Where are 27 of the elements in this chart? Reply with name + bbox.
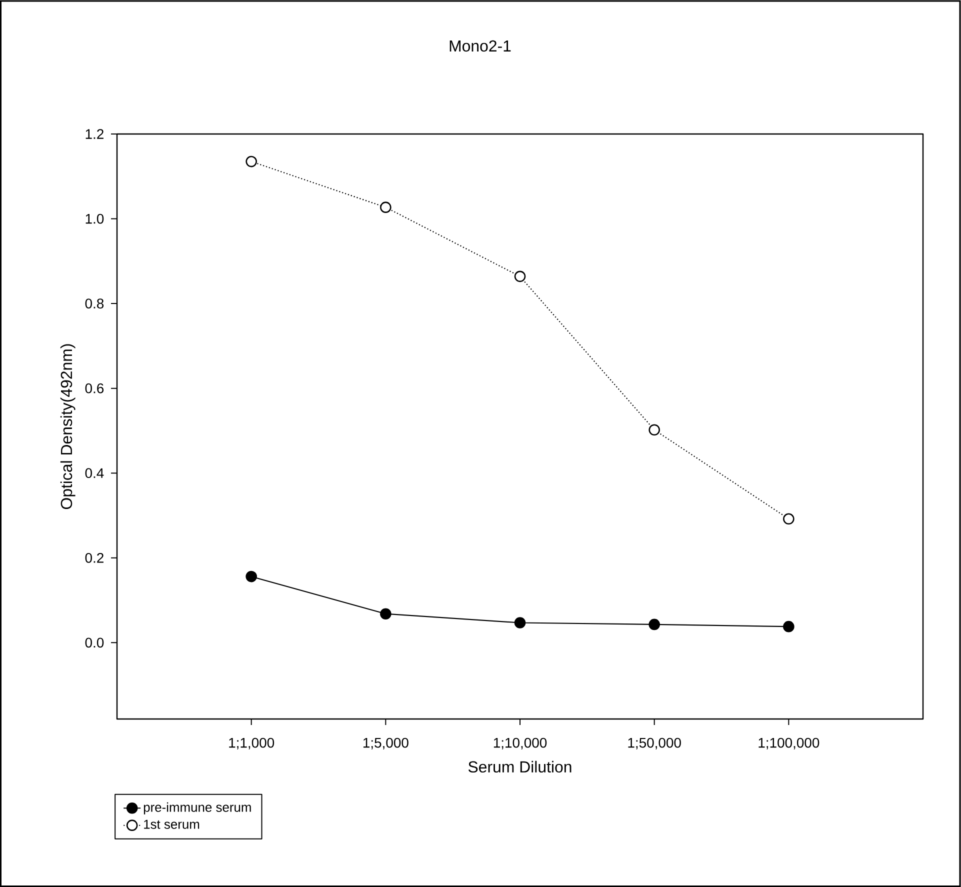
point <box>514 617 526 628</box>
y-tick-label: 0.6 <box>85 383 104 394</box>
point <box>648 618 660 630</box>
legend-label: 1st serum <box>144 820 200 829</box>
point <box>380 608 392 620</box>
point <box>380 202 392 213</box>
y-tick-label: 1.0 <box>86 214 104 224</box>
y-axis-title: Optical Density(492nm) <box>60 344 76 510</box>
y-tick-label: 0.8 <box>85 298 104 308</box>
point <box>783 513 794 525</box>
y-tick-label: 0.4 <box>85 468 104 478</box>
x-tick-label: 1;10,000 <box>494 738 547 750</box>
x-tick-label: 1;1,000 <box>229 738 274 750</box>
y-tick-label: 0.2 <box>85 552 104 563</box>
point <box>514 270 526 282</box>
y-tick-label: 0.0 <box>85 638 104 648</box>
point <box>648 424 660 436</box>
chart-title: Mono2-1 <box>450 40 511 52</box>
legend-label: pre-immune serum <box>144 802 251 814</box>
point <box>246 570 257 582</box>
x-tick-label: 1;100,000 <box>758 738 820 750</box>
point <box>783 620 794 632</box>
y-tick-label: 1.2 <box>86 129 104 139</box>
x-tick-label: 1;50,000 <box>628 738 681 750</box>
x-axis-title: Serum Dilution <box>468 760 572 773</box>
x-tick-label: 1;5,000 <box>363 738 408 750</box>
point <box>246 156 257 168</box>
